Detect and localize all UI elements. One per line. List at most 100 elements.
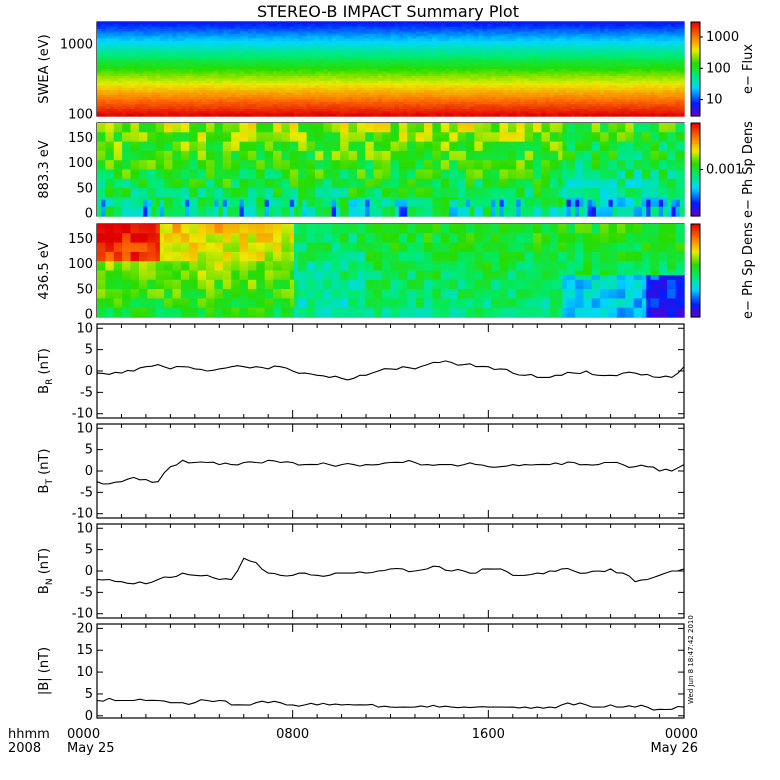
spectrogram-cell bbox=[97, 114, 102, 117]
spectrogram-cell bbox=[449, 114, 454, 117]
spectrogram-cell bbox=[164, 114, 169, 117]
spectrogram-cell bbox=[399, 114, 404, 117]
spectrogram-cell bbox=[126, 114, 131, 117]
spectrogram-cell bbox=[235, 114, 240, 117]
spectrogram-cell bbox=[357, 114, 362, 117]
spectrogram-cell bbox=[609, 114, 614, 117]
spectrogram-cell bbox=[223, 114, 228, 117]
spectrogram-cell bbox=[172, 114, 177, 117]
spectrogram-cell bbox=[214, 114, 219, 117]
spectrogram-cell bbox=[328, 114, 333, 117]
spectrogram-cell bbox=[407, 114, 412, 117]
spectrogram-cell bbox=[244, 114, 249, 117]
spectrogram-cell bbox=[177, 114, 182, 117]
spectrogram-cell bbox=[114, 114, 119, 117]
spectrogram-cell bbox=[525, 114, 530, 117]
spectrogram-cell bbox=[131, 114, 136, 117]
spectrogram-cell bbox=[261, 114, 266, 117]
spectrogram-cell bbox=[256, 114, 261, 117]
spectrogram-cell bbox=[202, 114, 207, 117]
spectrogram-cell bbox=[504, 114, 509, 117]
spectrogram-cell bbox=[470, 114, 475, 117]
spectrogram-cell bbox=[583, 114, 588, 117]
spectrogram-cell bbox=[378, 114, 383, 117]
spectrogram-cell bbox=[143, 114, 148, 117]
spectrogram-cell bbox=[562, 114, 567, 117]
spectrogram-cell bbox=[382, 114, 387, 117]
y-tick-label: 100 bbox=[68, 107, 93, 122]
spectrogram-cell bbox=[554, 114, 559, 117]
plot-title: STEREO-B IMPACT Summary Plot bbox=[257, 2, 519, 21]
spectrogram-cell bbox=[575, 114, 580, 117]
spectrogram-cell bbox=[365, 114, 370, 117]
spectrogram-cell bbox=[210, 114, 215, 117]
spectrogram-cell bbox=[181, 114, 186, 117]
spectrogram-cell bbox=[474, 114, 479, 117]
spectrogram-cell bbox=[391, 114, 396, 117]
spectrogram-panel-0 bbox=[97, 22, 685, 117]
y-tick-label: 1000 bbox=[60, 38, 93, 53]
spectrogram-cell bbox=[416, 114, 421, 117]
spectrogram-cell bbox=[445, 114, 450, 117]
spectrogram-cell bbox=[533, 114, 538, 117]
spectrogram-cell bbox=[336, 114, 341, 117]
spectrogram-cell bbox=[105, 114, 110, 117]
spectrogram-cell bbox=[592, 114, 597, 117]
spectrogram-cell bbox=[160, 114, 165, 117]
spectrogram-cell bbox=[579, 114, 584, 117]
spectrogram-cell bbox=[185, 114, 190, 117]
spectrogram-cell bbox=[512, 114, 517, 117]
spectrogram-cell bbox=[315, 114, 320, 117]
spectrogram-cell bbox=[156, 114, 161, 117]
spectrogram-cell bbox=[420, 114, 425, 117]
spectrogram-cell bbox=[248, 114, 253, 117]
spectrogram-cell bbox=[487, 114, 492, 117]
spectrogram-cell bbox=[466, 114, 471, 117]
spectrogram-cell bbox=[206, 114, 211, 117]
spectrogram-cell bbox=[349, 114, 354, 117]
spectrogram-cell bbox=[437, 114, 442, 117]
spectrogram-cell bbox=[370, 114, 375, 117]
spectrogram-cell bbox=[424, 114, 429, 117]
spectrogram-cell bbox=[332, 114, 337, 117]
spectrogram-cell bbox=[537, 114, 542, 117]
spectrogram-cell bbox=[571, 114, 576, 117]
spectrogram-cell bbox=[386, 114, 391, 117]
spectrogram-cell bbox=[323, 114, 328, 117]
spectrogram-cell bbox=[294, 114, 299, 117]
spectrogram-cell bbox=[604, 114, 609, 117]
spectrogram-cell bbox=[600, 114, 605, 117]
spectrogram-cell bbox=[453, 114, 458, 117]
spectrogram-cell bbox=[483, 114, 488, 117]
spectrogram-cell bbox=[361, 114, 366, 117]
spectrogram-cell bbox=[428, 114, 433, 117]
spectrogram-cell bbox=[353, 114, 358, 117]
spectrogram-cell bbox=[252, 114, 257, 117]
spectrogram-cell bbox=[458, 114, 463, 117]
spectrogram-cell bbox=[219, 114, 224, 117]
spectrogram-cell bbox=[265, 114, 270, 117]
spectrogram-cell bbox=[495, 114, 500, 117]
spectrogram-cell bbox=[441, 114, 446, 117]
spectrogram-cell bbox=[550, 114, 555, 117]
spectrogram-cell bbox=[135, 114, 140, 117]
spectrogram-cell bbox=[479, 114, 484, 117]
spectrogram-cell bbox=[307, 114, 312, 117]
y-axis-label: SWEA (eV) bbox=[37, 34, 52, 103]
spectrogram-cell bbox=[189, 114, 194, 117]
spectrogram-cell bbox=[168, 114, 173, 117]
spectrogram-cell bbox=[500, 114, 505, 117]
spectrogram-cell bbox=[193, 114, 198, 117]
spectrogram-cell bbox=[147, 114, 152, 117]
spectrogram-cell bbox=[311, 114, 316, 117]
spectrogram-cell bbox=[231, 114, 236, 117]
spectrogram-cell bbox=[139, 114, 144, 117]
spectrogram-cell bbox=[286, 114, 291, 117]
spectrogram-cell bbox=[558, 114, 563, 117]
spectrogram-cell bbox=[281, 114, 286, 117]
spectrogram-cell bbox=[432, 114, 437, 117]
spectrogram-cell bbox=[101, 114, 106, 117]
spectrogram-cell bbox=[340, 114, 345, 117]
spectrogram-cell bbox=[110, 114, 115, 117]
